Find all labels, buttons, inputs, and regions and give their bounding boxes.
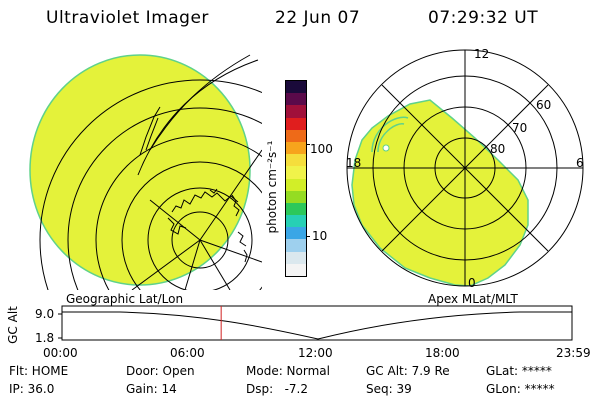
timeline-xtick-0000: 00:00 bbox=[43, 346, 78, 360]
colorbar-swatch bbox=[286, 154, 306, 167]
colorbar-swatch bbox=[286, 129, 306, 142]
colorbar-swatch bbox=[286, 215, 306, 228]
gain-status: Gain: 14 bbox=[126, 382, 177, 396]
colorbar-swatch bbox=[286, 81, 306, 94]
apex-polar-map bbox=[346, 49, 584, 287]
colorbar-tick-10: 10 bbox=[312, 229, 328, 243]
filter-status: Flt: HOME bbox=[9, 364, 69, 378]
timeline-xtick-1800: 18:00 bbox=[425, 346, 460, 360]
mode-status: Mode: Normal bbox=[246, 364, 330, 378]
colorbar-swatch bbox=[286, 117, 306, 130]
mlt-label-18: 18 bbox=[346, 156, 362, 170]
mlt-label-6: 6 bbox=[576, 156, 584, 170]
mlt-label-12: 12 bbox=[474, 47, 490, 61]
colorbar-swatch bbox=[286, 263, 306, 276]
ip-status: IP: 36.0 bbox=[9, 382, 55, 396]
timeline-xtick-0600: 06:00 bbox=[170, 346, 205, 360]
geographic-grid bbox=[39, 54, 262, 290]
geographic-panel-label: Geographic Lat/Lon bbox=[66, 292, 184, 306]
colorbar-tick-100: 100 bbox=[310, 142, 333, 156]
seq-status: Seq: 39 bbox=[366, 382, 412, 396]
apex-grid bbox=[346, 49, 584, 287]
dsp-status: Dsp: -7.2 bbox=[246, 382, 309, 396]
mlat-label-80: 80 bbox=[490, 142, 506, 156]
glon-status: GLon: ***** bbox=[486, 382, 555, 396]
timeline-xtick-1200: 12:00 bbox=[298, 346, 333, 360]
time-label: 07:29:32 UT bbox=[428, 8, 539, 28]
colorbar-swatch bbox=[286, 251, 306, 264]
door-status: Door: Open bbox=[126, 364, 195, 378]
apex-panel-label: Apex MLat/MLT bbox=[428, 292, 518, 306]
colorbar-tick-mark-10 bbox=[306, 236, 310, 237]
date-label: 22 Jun 07 bbox=[275, 8, 361, 28]
timeline-xtick-2359: 23:59 bbox=[556, 346, 591, 360]
altitude-curve bbox=[62, 311, 572, 340]
coastlines bbox=[139, 106, 248, 263]
colorbar-tick-mark-100 bbox=[306, 144, 310, 145]
instrument-title: Ultraviolet Imager bbox=[46, 8, 209, 28]
timeline-ytick-high: 9.0 bbox=[35, 307, 55, 321]
colorbar-swatch bbox=[286, 105, 306, 118]
mlt-label-0: 0 bbox=[468, 276, 476, 290]
colorbar-swatch bbox=[286, 141, 306, 155]
colorbar-swatch bbox=[286, 239, 306, 252]
gc-alt-status: GC Alt: 7.9 Re bbox=[366, 364, 450, 378]
timeline-ytick-low: 1.8 bbox=[35, 331, 55, 345]
geographic-map bbox=[29, 54, 262, 290]
colorbar-swatch bbox=[286, 93, 306, 106]
glat-status: GLat: ***** bbox=[486, 364, 552, 378]
mlat-label-70: 70 bbox=[512, 121, 528, 135]
colorbar bbox=[285, 80, 307, 277]
colorbar-swatch bbox=[286, 202, 306, 216]
colorbar-swatch bbox=[286, 166, 306, 179]
mlat-label-60: 60 bbox=[536, 98, 552, 112]
colorbar-swatch bbox=[286, 190, 306, 203]
colorbar-swatch bbox=[286, 227, 306, 240]
colorbar-swatch bbox=[286, 178, 306, 191]
